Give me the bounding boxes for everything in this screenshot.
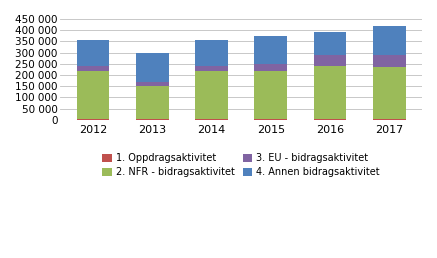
Bar (77, 40, 109, 66)
Bar (195, 71, 228, 119)
Bar (314, 55, 346, 66)
Bar (373, 67, 406, 119)
Bar (136, 82, 169, 86)
Bar (254, 64, 287, 71)
Legend: 1. Oppdragsaktivitet, 2. NFR - bidragsaktivitet, 3. EU - bidragsaktivitet, 4. An: 1. Oppdragsaktivitet, 2. NFR - bidragsak… (102, 153, 380, 177)
Bar (195, 66, 228, 71)
Bar (314, 32, 346, 55)
Bar (254, 119, 287, 120)
Bar (373, 119, 406, 120)
Bar (136, 119, 169, 120)
Bar (314, 119, 346, 120)
Bar (254, 71, 287, 119)
Bar (136, 86, 169, 119)
Bar (136, 53, 169, 82)
Bar (195, 40, 228, 66)
Bar (254, 36, 287, 64)
Bar (373, 55, 406, 67)
Bar (314, 66, 346, 119)
Bar (373, 26, 406, 55)
Bar (77, 71, 109, 119)
Bar (77, 119, 109, 120)
Bar (195, 119, 228, 120)
Bar (77, 66, 109, 71)
